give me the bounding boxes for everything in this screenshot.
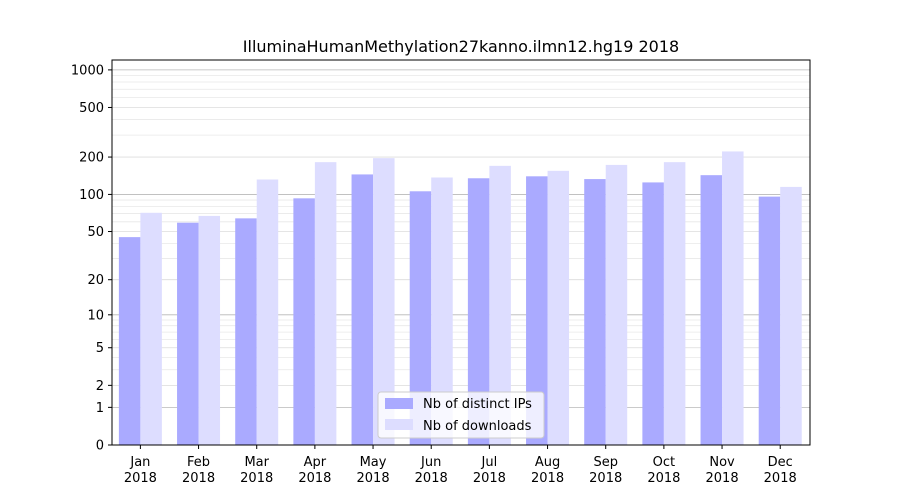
x-tick-label-month: Jul (481, 455, 498, 470)
x-tick-label-month: Oct (653, 455, 675, 470)
bar-distinct-ips (351, 174, 374, 445)
bar-distinct-ips (293, 198, 315, 445)
x-tick-label-year: 2018 (706, 471, 739, 486)
legend-box (377, 391, 545, 439)
legend-swatch-downloads (385, 419, 413, 430)
bar-distinct-ips (526, 176, 548, 445)
y-tick-label: 100 (79, 188, 104, 203)
grid-lines (112, 69, 810, 408)
x-tick-label-month: Mar (244, 455, 269, 470)
bar-downloads (663, 162, 686, 445)
bar-downloads (431, 177, 453, 446)
x-tick-label-year: 2018 (589, 471, 622, 486)
x-tick-label-year: 2018 (415, 471, 448, 486)
legend-label-downloads: Nb of downloads (423, 419, 532, 434)
legend: Nb of distinct IPs Nb of downloads (377, 391, 545, 439)
legend-swatch-distinct-ips (385, 398, 413, 409)
bar-distinct-ips (700, 175, 723, 445)
bar-distinct-ips (584, 179, 606, 445)
chart-title: IlluminaHumanMethylation27kanno.ilmn12.h… (243, 37, 679, 56)
legend-label-distinct-ips: Nb of distinct IPs (423, 397, 532, 412)
bar-distinct-ips (118, 237, 141, 445)
bar-downloads (314, 162, 337, 445)
y-tick-label: 5 (96, 341, 104, 356)
bar-distinct-ips (642, 182, 664, 445)
x-axis: Jan2018Feb2018Mar2018Apr2018May2018Jun20… (124, 445, 797, 486)
x-tick-label-year: 2018 (473, 471, 506, 486)
x-tick-label-month: Jun (420, 455, 441, 470)
bar-downloads (780, 186, 802, 445)
y-tick-label: 200 (79, 151, 104, 166)
bar-distinct-ips (235, 218, 257, 445)
x-tick-label-year: 2018 (531, 471, 564, 486)
bar-downloads (547, 170, 570, 446)
y-tick-label: 10 (87, 308, 104, 323)
x-tick-label-month: Feb (187, 455, 210, 470)
plot-frame (111, 59, 811, 446)
x-tick-label-year: 2018 (124, 471, 157, 486)
bar-downloads (198, 215, 221, 445)
bar-downloads (489, 165, 511, 446)
y-tick-label: 500 (79, 101, 104, 116)
x-tick-label-year: 2018 (182, 471, 215, 486)
bar-distinct-ips (758, 196, 781, 445)
y-tick-label: 50 (87, 225, 104, 240)
x-tick-label-year: 2018 (240, 471, 273, 486)
x-tick-label-year: 2018 (647, 471, 680, 486)
y-tick-label: 1 (96, 401, 104, 416)
x-tick-label-month: Apr (304, 455, 327, 470)
x-tick-label-year: 2018 (764, 471, 797, 486)
x-tick-label-month: Sep (593, 455, 618, 470)
x-tick-label-month: Aug (535, 455, 560, 470)
bar-downloads (605, 164, 628, 446)
bar-distinct-ips (467, 178, 490, 445)
bar-downloads (722, 151, 744, 445)
y-tick-label: 2 (96, 379, 104, 394)
y-tick-label: 0 (96, 439, 104, 454)
x-tick-label-year: 2018 (357, 471, 390, 486)
bar-downloads (256, 179, 279, 446)
bar-downloads (373, 158, 395, 445)
x-tick-label-month: Dec (768, 455, 793, 470)
x-tick-label-month: May (360, 455, 387, 470)
bars (118, 151, 802, 446)
bar-distinct-ips (409, 191, 432, 445)
x-tick-label-year: 2018 (298, 471, 331, 486)
y-axis: 0 1 2 5 10 20 50 100 200 500 1000 (71, 63, 112, 454)
x-tick-label-month: Jan (129, 455, 150, 470)
bar-downloads (140, 212, 162, 445)
bar-distinct-ips (177, 222, 199, 445)
y-tick-label: 20 (87, 273, 104, 288)
y-tick-label: 1000 (71, 63, 104, 78)
x-tick-label-month: Nov (709, 455, 735, 470)
